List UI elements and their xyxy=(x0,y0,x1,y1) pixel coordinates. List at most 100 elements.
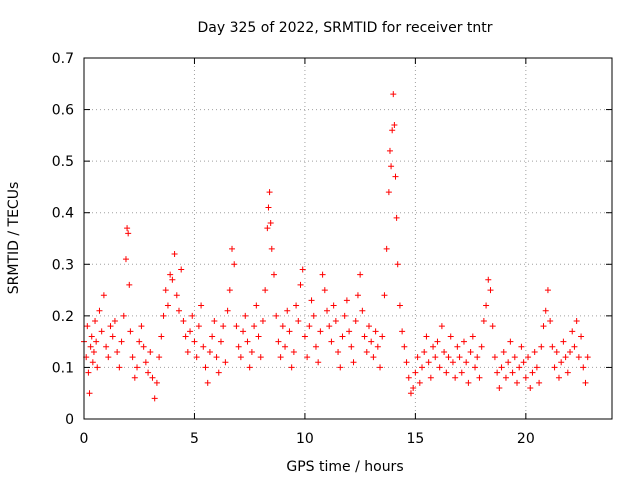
data-point xyxy=(383,245,390,252)
data-point xyxy=(465,379,472,386)
y-tick-label: 0.7 xyxy=(52,51,74,67)
data-point xyxy=(84,323,91,330)
data-point xyxy=(312,343,319,350)
data-point xyxy=(569,328,576,335)
data-point xyxy=(392,173,399,180)
data-point xyxy=(582,379,589,386)
data-point xyxy=(308,297,315,304)
data-point xyxy=(184,348,191,355)
data-point xyxy=(560,338,567,345)
data-point xyxy=(365,323,372,330)
data-point xyxy=(160,312,167,319)
data-point xyxy=(449,359,456,366)
data-point xyxy=(580,364,587,371)
data-point xyxy=(111,318,118,325)
data-point xyxy=(498,364,505,371)
data-point xyxy=(96,307,103,314)
data-point xyxy=(410,385,417,392)
data-point xyxy=(335,348,342,355)
data-point xyxy=(279,323,286,330)
data-point xyxy=(299,266,306,273)
data-point xyxy=(266,189,273,196)
data-point xyxy=(332,318,339,325)
data-point xyxy=(206,348,213,355)
data-point xyxy=(270,271,277,278)
y-tick-label: 0.6 xyxy=(52,103,74,119)
data-point xyxy=(525,354,532,361)
data-point xyxy=(337,364,344,371)
y-tick-label: 0 xyxy=(65,412,74,428)
data-point xyxy=(118,338,125,345)
data-point xyxy=(240,328,247,335)
data-point xyxy=(558,359,565,366)
data-point xyxy=(156,354,163,361)
data-point xyxy=(527,385,534,392)
data-point xyxy=(414,354,421,361)
data-point xyxy=(151,395,158,402)
data-point xyxy=(94,364,101,371)
data-point xyxy=(217,338,224,345)
data-point xyxy=(389,127,396,134)
data-point xyxy=(195,323,202,330)
data-points xyxy=(81,91,591,402)
data-point xyxy=(467,348,474,355)
y-tick-label: 0.3 xyxy=(52,257,74,273)
data-point xyxy=(425,359,432,366)
data-point xyxy=(571,343,578,350)
data-point xyxy=(436,364,443,371)
data-point xyxy=(253,302,260,309)
data-point xyxy=(423,333,430,340)
data-point xyxy=(352,318,359,325)
data-point xyxy=(399,328,406,335)
data-point xyxy=(191,338,198,345)
data-point xyxy=(500,348,507,355)
data-point xyxy=(220,323,227,330)
y-tick-label: 0.4 xyxy=(52,206,74,222)
data-point xyxy=(584,354,591,361)
data-point xyxy=(343,297,350,304)
data-point xyxy=(319,271,326,278)
data-point xyxy=(341,312,348,319)
data-point xyxy=(505,359,512,366)
data-point xyxy=(445,354,452,361)
data-point xyxy=(377,364,384,371)
data-point xyxy=(511,354,518,361)
data-point xyxy=(301,333,308,340)
data-point xyxy=(520,359,527,366)
data-point xyxy=(122,256,129,263)
data-point xyxy=(134,364,141,371)
data-point xyxy=(202,364,209,371)
data-point xyxy=(381,292,388,299)
data-point xyxy=(259,318,266,325)
data-point xyxy=(390,91,397,98)
data-point xyxy=(116,364,123,371)
data-point xyxy=(136,338,143,345)
data-point xyxy=(246,364,253,371)
data-point xyxy=(507,338,514,345)
data-point xyxy=(90,348,97,355)
data-point xyxy=(306,323,313,330)
data-point xyxy=(476,374,483,381)
data-point xyxy=(187,328,194,335)
data-point xyxy=(326,323,333,330)
data-point xyxy=(483,302,490,309)
data-point xyxy=(180,318,187,325)
data-point xyxy=(231,261,238,268)
data-point xyxy=(211,318,218,325)
data-point xyxy=(330,302,337,309)
data-point xyxy=(273,312,280,319)
data-point xyxy=(401,343,408,350)
data-point xyxy=(328,338,335,345)
data-point xyxy=(463,359,470,366)
data-point xyxy=(105,354,112,361)
data-point xyxy=(567,348,574,355)
data-point xyxy=(127,328,134,335)
data-point xyxy=(452,374,459,381)
chart-title: Day 325 of 2022, SRMTID for receiver tnt… xyxy=(197,20,492,36)
data-point xyxy=(405,374,412,381)
data-point xyxy=(516,364,523,371)
data-point xyxy=(120,312,127,319)
data-point xyxy=(494,369,501,376)
data-point xyxy=(224,307,231,314)
data-point xyxy=(158,333,165,340)
